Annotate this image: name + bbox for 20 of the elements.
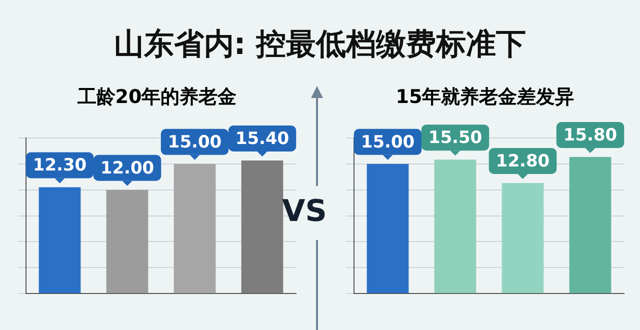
bar [241, 160, 284, 294]
bar [502, 182, 544, 294]
data-label: 15.00 [168, 132, 222, 152]
bar [174, 164, 216, 294]
bar [106, 190, 148, 294]
bar [569, 157, 612, 294]
data-label: 12.00 [100, 158, 154, 178]
chart-title: 山东省内: 控最低档缴费标准下 [112, 26, 528, 64]
chart-subtitle: 工龄20年的养老金 [76, 85, 238, 110]
chart-subtitle: 15年就养老金差发异 [394, 85, 576, 110]
bar [38, 187, 81, 294]
data-label: 15.00 [360, 132, 415, 152]
data-label: 15.40 [235, 128, 290, 149]
data-label: 15.50 [428, 128, 482, 148]
annotation: VS [282, 194, 327, 229]
bar [434, 160, 476, 294]
data-label: 12.80 [496, 151, 550, 172]
data-label: 15.80 [563, 125, 618, 146]
data-label: 12.30 [32, 156, 87, 176]
bar [366, 164, 409, 294]
